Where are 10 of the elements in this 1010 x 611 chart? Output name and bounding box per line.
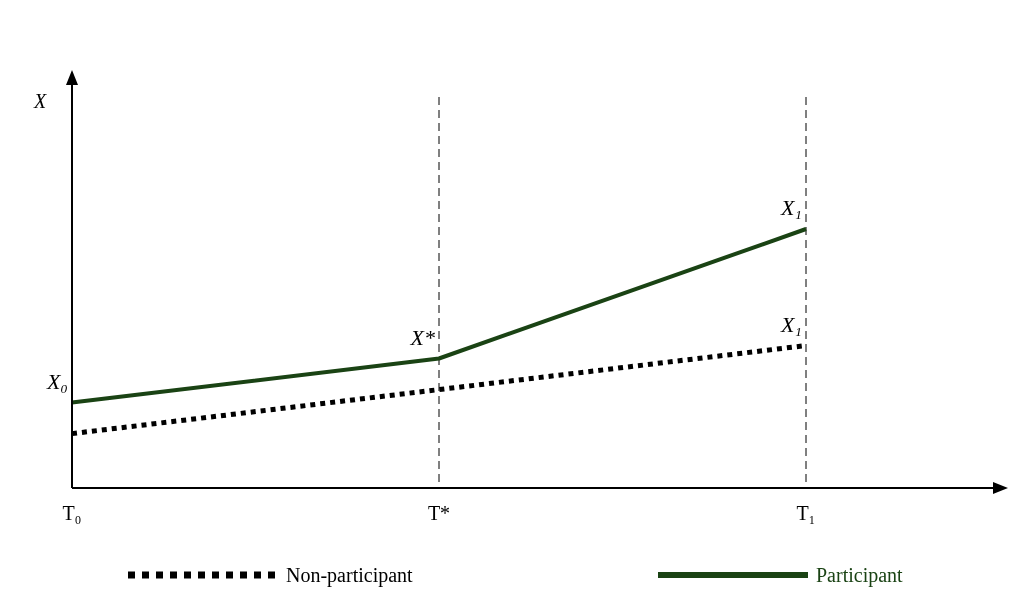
- annotation: X₁: [779, 311, 802, 337]
- x-tick-label: T*: [427, 502, 451, 524]
- text: Non-participant: [286, 564, 414, 587]
- annotation: X*: [409, 324, 435, 350]
- annotation: X₁: [779, 195, 802, 220]
- x-tick-label: T₀: [62, 502, 82, 524]
- annotation: X₀: [45, 368, 68, 394]
- text: X: [33, 90, 47, 112]
- x-tick-label: T₁: [796, 502, 816, 524]
- text: Participant: [816, 564, 904, 587]
